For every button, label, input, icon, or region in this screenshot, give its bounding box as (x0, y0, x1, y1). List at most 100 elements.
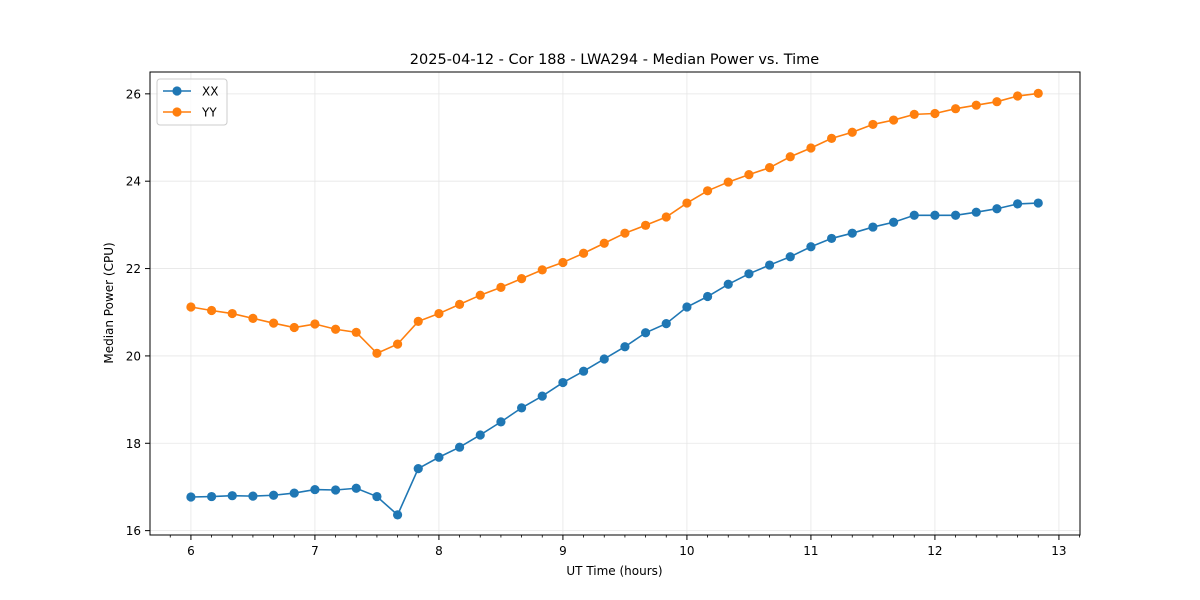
data-point-xx (289, 488, 299, 498)
data-point-xx (516, 403, 527, 413)
data-point-xx (847, 228, 857, 238)
series-layer (186, 88, 1043, 520)
data-point-yy (806, 143, 816, 153)
x-tick-label: 8 (435, 544, 443, 558)
data-point-xx (1033, 198, 1043, 208)
data-point-yy (723, 177, 733, 187)
data-point-yy (330, 324, 341, 334)
data-point-xx (558, 377, 568, 388)
data-point-xx (248, 491, 258, 501)
x-tick-label: 11 (803, 544, 818, 558)
data-point-xx (372, 491, 382, 502)
data-point-xx (578, 366, 589, 376)
x-tick-label: 13 (1051, 544, 1066, 558)
data-point-yy (413, 316, 423, 327)
series-line-xx (190, 202, 1039, 517)
data-point-xx (868, 222, 878, 232)
data-point-xx (785, 252, 795, 262)
data-point-yy (661, 212, 671, 222)
y-tick-label: 22 (126, 262, 141, 276)
data-point-xx (434, 452, 444, 462)
legend-label-yy: YY (201, 106, 217, 120)
data-point-xx (268, 490, 279, 500)
data-point-yy (227, 308, 237, 319)
y-axis-label: Median Power (CPU) (102, 242, 116, 363)
plot-frame (149, 71, 1081, 536)
data-point-yy (826, 133, 837, 143)
data-point-xx (640, 328, 651, 338)
data-point-yy (537, 265, 547, 275)
data-point-yy (310, 319, 320, 329)
data-point-yy (702, 186, 713, 196)
x-axis: 6 7 8 9 10 11 12 13 (169, 535, 1080, 558)
data-point-yy (620, 228, 630, 238)
data-point-xx (888, 217, 899, 227)
data-point-yy (992, 97, 1002, 107)
data-point-xx (744, 269, 754, 279)
data-point-xx (620, 342, 630, 352)
data-point-xx (992, 204, 1002, 214)
data-point-yy (516, 274, 527, 284)
data-point-yy (744, 170, 754, 180)
data-point-yy (206, 305, 217, 316)
chart-title: 2025-04-12 - Cor 188 - LWA294 - Median P… (410, 52, 819, 68)
data-point-yy (578, 248, 589, 258)
data-point-xx (950, 210, 961, 220)
x-tick-label: 6 (187, 544, 195, 558)
data-point-yy (558, 257, 568, 268)
y-tick-label: 26 (126, 87, 141, 101)
data-point-yy (599, 238, 609, 248)
data-point-yy (847, 127, 857, 137)
data-point-xx (1012, 199, 1023, 209)
x-tick-label: 9 (559, 544, 567, 558)
data-point-yy (682, 198, 692, 208)
data-point-yy (434, 308, 444, 319)
data-point-yy (186, 302, 196, 312)
data-point-xx (599, 354, 609, 364)
data-point-yy (372, 348, 382, 358)
data-point-yy (1033, 88, 1043, 99)
legend: XX YY (156, 78, 228, 126)
data-point-xx (475, 430, 485, 440)
data-point-yy (785, 152, 795, 162)
data-point-xx (930, 210, 940, 220)
x-tick-label: 12 (927, 544, 942, 558)
data-point-xx (206, 491, 217, 502)
data-point-xx (496, 417, 506, 427)
x-axis-label: UT Time (hours) (566, 564, 662, 578)
data-point-yy (764, 163, 775, 173)
data-point-xx (723, 279, 733, 289)
data-point-xx (330, 485, 341, 495)
data-point-xx (661, 318, 671, 329)
y-tick-label: 18 (126, 437, 141, 451)
legend-marker-yy (172, 107, 182, 117)
data-point-xx (826, 233, 837, 244)
y-tick-label: 16 (126, 524, 141, 538)
data-point-xx (702, 291, 713, 302)
data-point-xx (413, 464, 423, 474)
data-point-xx (764, 260, 775, 270)
data-point-xx (537, 391, 547, 401)
data-point-xx (310, 484, 320, 495)
data-point-yy (496, 282, 506, 292)
data-point-xx (227, 491, 237, 501)
legend-label-xx: XX (202, 85, 218, 99)
data-point-yy (351, 327, 361, 337)
y-tick-label: 24 (126, 175, 141, 189)
data-point-yy (248, 313, 258, 323)
data-point-yy (1012, 91, 1023, 101)
data-point-yy (289, 322, 299, 333)
data-point-xx (186, 492, 196, 502)
data-point-yy (268, 318, 279, 328)
series-line-yy (190, 92, 1039, 355)
grid (150, 72, 1080, 535)
data-point-xx (392, 510, 403, 520)
data-point-xx (454, 442, 465, 452)
data-point-yy (971, 100, 981, 110)
data-point-yy (454, 299, 465, 309)
data-point-yy (888, 115, 899, 125)
data-point-yy (930, 108, 940, 119)
data-point-xx (351, 483, 361, 493)
data-point-xx (806, 242, 816, 252)
